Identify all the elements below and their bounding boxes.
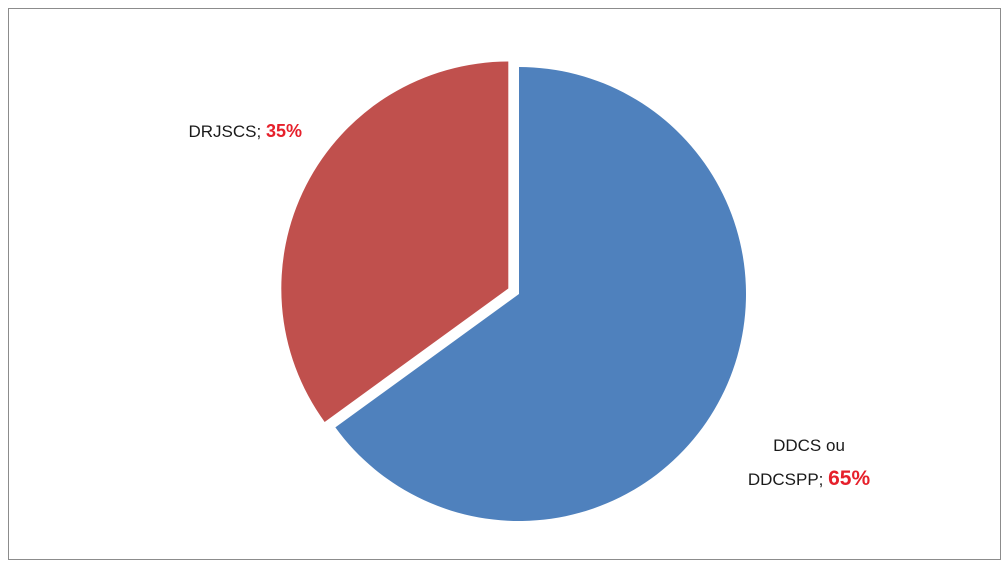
- chart-frame: DDCS ou DDCSPP; 65% DRJSCS; 35%: [8, 8, 1001, 560]
- slice-value-label: 65%: [828, 467, 870, 490]
- pie-slices: [281, 61, 746, 521]
- slice-label-1: DDCS ou DDCSPP; 65%: [748, 436, 871, 490]
- pie-chart: DDCS ou DDCSPP; 65% DRJSCS; 35%: [189, 61, 871, 521]
- pie-labels: DDCS ou DDCSPP; 65% DRJSCS; 35%: [189, 121, 871, 490]
- slice-label-line: DDCS ou: [773, 436, 845, 455]
- slice-value-label: 35%: [266, 121, 302, 141]
- slice-label-line: DDCSPP;: [748, 470, 828, 489]
- slice-label-2: DRJSCS; 35%: [189, 121, 303, 141]
- pie-slice-2: [281, 61, 509, 422]
- pie-slice-1: [335, 67, 746, 521]
- slice-label-line: DRJSCS;: [189, 122, 266, 141]
